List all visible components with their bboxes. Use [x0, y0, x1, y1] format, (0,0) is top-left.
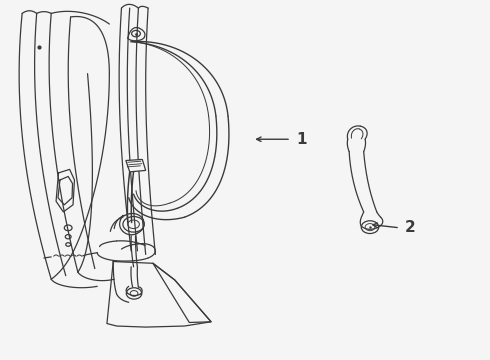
Polygon shape: [126, 159, 146, 172]
Text: 2: 2: [405, 220, 416, 235]
Text: 1: 1: [296, 132, 306, 147]
